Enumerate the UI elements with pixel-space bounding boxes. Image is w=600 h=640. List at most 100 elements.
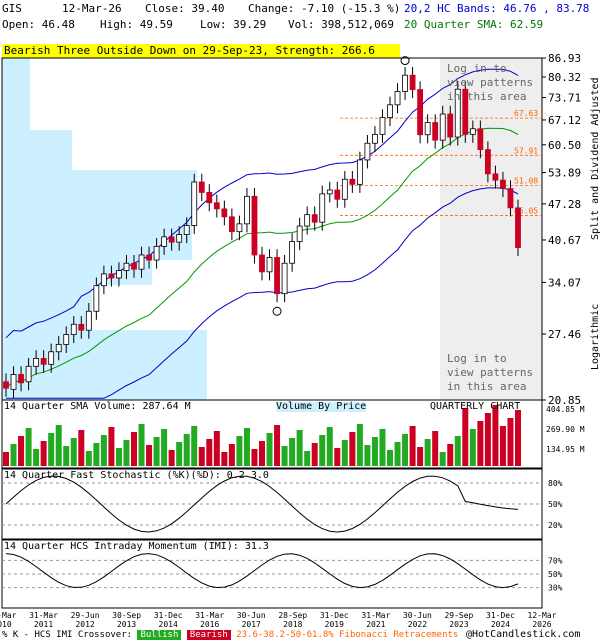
quote-date: 12-Mar-26 — [62, 2, 122, 15]
x-axis: 31-Mar201031-Mar201129-Jun201230-Sep2013… — [0, 611, 557, 629]
price-tick-label: 80.32 — [548, 71, 581, 84]
candle-body — [138, 254, 145, 270]
volume-bar — [243, 428, 250, 466]
stochastic-panel: 80% 50% 20% — [2, 475, 563, 533]
candle-body — [100, 273, 107, 287]
copyright[interactable]: @HotCandlestick.com — [466, 629, 581, 640]
candle-body — [319, 193, 326, 223]
candle-body — [424, 122, 431, 136]
stoch-k-line — [5, 475, 519, 533]
login-overlay-bottom[interactable]: Log in to view patterns in this area — [447, 352, 533, 394]
candle-body — [236, 223, 243, 233]
x-tick-label: 29-Jun — [71, 611, 100, 620]
candle-body — [500, 179, 506, 189]
candle-body — [439, 113, 446, 141]
x-tick-label: 31-Dec — [320, 611, 349, 620]
volume-bar — [176, 442, 183, 466]
candle-body — [289, 241, 296, 264]
candle-body — [176, 234, 183, 243]
candle-body — [409, 74, 416, 90]
pattern-marker — [400, 56, 410, 66]
bearish-swatch: Bearish — [186, 630, 231, 640]
login-line: view patterns — [447, 366, 534, 379]
candle-body — [447, 113, 454, 138]
price-tick-label: 67.12 — [548, 114, 581, 127]
imi-tick-label: 30% — [548, 584, 563, 593]
candle-body — [387, 104, 393, 118]
sma-label: 20 Quarter SMA: 62.59 — [404, 18, 544, 31]
fib-label: 67.63 — [514, 109, 538, 118]
candle-body — [417, 89, 424, 136]
volume-bar — [499, 426, 506, 466]
volume-bar — [311, 443, 318, 466]
hc-bands — [5, 68, 519, 399]
candle-body — [274, 257, 280, 295]
login-overlay-top[interactable]: Log in to view patterns in this area — [447, 62, 533, 104]
candles — [3, 56, 521, 398]
volume-bar — [334, 448, 341, 466]
x-tick-label: 31-Dec — [486, 611, 515, 620]
price-tick-label: 27.46 — [548, 328, 581, 341]
x-tick-label: 12-Mar — [528, 611, 557, 620]
x-tick-label: 30-Jun — [403, 611, 432, 620]
candle-body — [78, 323, 85, 331]
volume-bar — [417, 447, 424, 466]
volume-bar — [349, 432, 356, 466]
x-tick-label: 2016 — [200, 620, 219, 629]
candle-body — [311, 214, 318, 223]
volume-bar — [123, 440, 130, 466]
sma-line — [5, 127, 519, 389]
candle-body — [168, 236, 175, 243]
hc-bands-label: 20,2 HC Bands: 46.76 , 83.78 — [404, 2, 590, 15]
x-tick-label: 2023 — [449, 620, 468, 629]
x-tick-label: 31-Mar — [29, 611, 58, 620]
login-line: Log in to — [447, 62, 507, 75]
volume-bar — [70, 438, 77, 466]
x-tick-label: 31-Mar — [361, 611, 390, 620]
price-tick-label: 73.71 — [548, 92, 581, 105]
candle-body — [244, 195, 250, 225]
volume-value: Vol: 398,512,069 — [288, 18, 394, 31]
candle-body — [515, 207, 521, 248]
vbp-bar — [2, 260, 152, 285]
volume-bar — [402, 434, 409, 466]
candle-body — [469, 128, 476, 135]
volume-bar — [55, 425, 62, 466]
volume-bar — [447, 444, 454, 466]
x-tick-label: 2013 — [117, 620, 136, 629]
candle-body — [364, 142, 371, 161]
candle-body — [477, 128, 484, 151]
price-axis: 86.93 80.32 73.71 67.12 60.50 53.89 47.28 40.67… — [542, 52, 581, 407]
candle-body — [349, 178, 356, 185]
vbp-bar — [2, 85, 30, 130]
volume-bar — [168, 450, 175, 466]
candle-body — [432, 122, 439, 141]
candle-body — [402, 74, 408, 92]
x-tick-label: 2019 — [325, 620, 344, 629]
candle-body — [93, 285, 100, 312]
candle-body — [198, 181, 205, 193]
x-tick-label: 2014 — [159, 620, 178, 629]
candle-body — [161, 236, 168, 247]
symbol: GIS — [2, 2, 22, 15]
x-tick-label: 2026 — [532, 620, 551, 629]
candle-body — [33, 358, 40, 367]
volume-bar — [379, 429, 386, 466]
lower-band — [6, 187, 519, 399]
x-tick-label: 2011 — [34, 620, 53, 629]
imi-tick-label: 70% — [548, 556, 563, 565]
stoch-tick-label: 80% — [548, 479, 563, 488]
volume-bars: 404.85 M 269.90 M 134.95 M — [3, 405, 585, 466]
volume-bar — [100, 435, 107, 466]
stoch-title: 14 Quarter Fast Stochastic (%K)(%D): 0.2… — [4, 470, 269, 481]
candle-body — [206, 192, 213, 204]
x-tick-label: 31-Dec — [154, 611, 183, 620]
login-line: view patterns — [447, 76, 534, 89]
volume-bar — [153, 437, 160, 466]
volume-bar — [115, 448, 122, 466]
vbp-label: Volume By Price — [276, 401, 367, 412]
price-tick-label: 47.28 — [548, 198, 581, 211]
fib-label: 57.91 — [514, 146, 538, 155]
volume-bar — [289, 438, 296, 466]
volume-bar — [266, 433, 273, 466]
